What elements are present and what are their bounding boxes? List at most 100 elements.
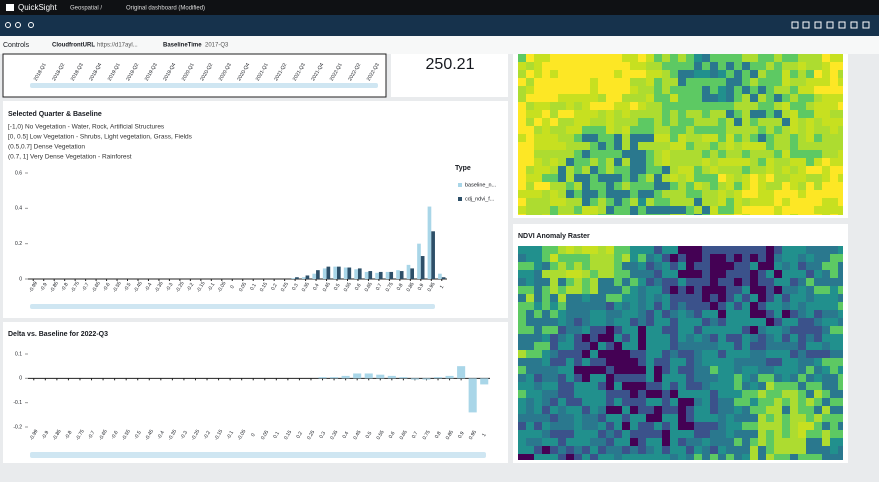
raster-cell — [526, 342, 534, 350]
raster-cell — [614, 86, 622, 94]
raster-cell — [574, 270, 582, 278]
raster-cell — [734, 134, 742, 142]
legend-label[interactable]: cdj_ndvi_f... — [465, 196, 495, 202]
raster-cell — [614, 366, 622, 374]
raster-image — [518, 246, 843, 460]
raster-cell — [590, 422, 598, 430]
raster-cell — [734, 150, 742, 158]
raster-cell — [790, 390, 798, 398]
raster-cell — [814, 254, 822, 262]
raster-cell — [542, 142, 550, 150]
raster-cell — [542, 166, 550, 174]
raster-cell — [726, 158, 734, 166]
raster-cell — [654, 302, 662, 310]
raster-cell — [718, 254, 726, 262]
raster-cell — [742, 286, 750, 294]
toolbar-icon[interactable] — [791, 21, 799, 29]
raster-cell — [806, 174, 814, 182]
breadcrumb[interactable]: Geospatial / — [70, 6, 102, 12]
x-tick-label: -0.65 — [98, 429, 109, 442]
raster-cell — [750, 438, 758, 446]
raster-cell — [750, 78, 758, 86]
scrollbar[interactable] — [30, 452, 486, 458]
raster-cell — [686, 198, 694, 206]
raster-cell — [814, 118, 822, 126]
toolbar-icon[interactable] — [5, 22, 11, 28]
toolbar-icon[interactable] — [826, 21, 834, 29]
raster-cell — [550, 342, 558, 350]
raster-cell — [654, 126, 662, 134]
toolbar-icon[interactable] — [862, 21, 870, 29]
raster-cell — [726, 118, 734, 126]
raster-cell — [718, 398, 726, 406]
raster-cell — [822, 78, 830, 86]
raster-cell — [742, 254, 750, 262]
raster-cell — [566, 406, 574, 414]
param-value[interactable]: 2017-Q3 — [205, 43, 229, 49]
controls-title[interactable]: Controls — [3, 42, 30, 49]
raster-cell — [718, 262, 726, 270]
raster-cell — [822, 374, 830, 382]
raster-cell — [822, 158, 830, 166]
raster-cell — [678, 78, 686, 86]
raster-cell — [798, 158, 806, 166]
raster-cell — [774, 142, 782, 150]
raster-cell — [798, 350, 806, 358]
legend-label[interactable]: baseline_n... — [465, 182, 497, 188]
raster-cell — [702, 286, 710, 294]
toolbar-icon[interactable] — [838, 21, 846, 29]
raster-cell — [614, 446, 622, 454]
toolbar-icon[interactable] — [15, 22, 21, 28]
raster-cell — [822, 454, 830, 460]
raster-cell — [518, 134, 526, 142]
raster-cell — [630, 374, 638, 382]
raster-cell — [654, 110, 662, 118]
raster-cell — [550, 454, 558, 460]
raster-cell — [838, 374, 843, 382]
raster-cell — [590, 302, 598, 310]
raster-cell — [726, 382, 734, 390]
raster-cell — [742, 118, 750, 126]
raster-cell — [686, 118, 694, 126]
raster-cell — [574, 102, 582, 110]
raster-cell — [750, 326, 758, 334]
toolbar — [0, 15, 879, 36]
raster-cell — [774, 70, 782, 78]
toolbar-icon[interactable] — [814, 21, 822, 29]
raster-cell — [622, 446, 630, 454]
param-value[interactable]: https://d17ayl... — [97, 43, 138, 49]
raster-cell — [590, 254, 598, 262]
raster-cell — [582, 198, 590, 206]
raster-cell — [718, 366, 726, 374]
raster-cell — [534, 302, 542, 310]
raster-cell — [774, 286, 782, 294]
scrollbar[interactable] — [30, 304, 435, 309]
raster-cell — [542, 398, 550, 406]
raster-cell — [598, 342, 606, 350]
raster-cell — [782, 390, 790, 398]
raster-cell — [766, 302, 774, 310]
raster-cell — [526, 326, 534, 334]
raster-cell — [558, 54, 566, 62]
raster-cell — [670, 414, 678, 422]
raster-cell — [694, 326, 702, 334]
raster-cell — [814, 438, 822, 446]
raster-cell — [622, 54, 630, 62]
raster-cell — [638, 158, 646, 166]
bar — [438, 273, 442, 279]
toolbar-icon[interactable] — [28, 22, 34, 28]
toolbar-icon[interactable] — [802, 21, 810, 29]
raster-cell — [678, 358, 686, 366]
raster-cell — [646, 174, 654, 182]
raster-cell — [622, 278, 630, 286]
raster-cell — [590, 206, 598, 214]
raster-cell — [654, 198, 662, 206]
raster-cell — [774, 158, 782, 166]
toolbar-icon[interactable] — [850, 21, 858, 29]
raster-cell — [806, 206, 814, 214]
scrollbar[interactable] — [30, 83, 378, 88]
raster-cell — [662, 422, 670, 430]
raster-cell — [542, 390, 550, 398]
raster-cell — [542, 350, 550, 358]
raster-cell — [582, 94, 590, 102]
